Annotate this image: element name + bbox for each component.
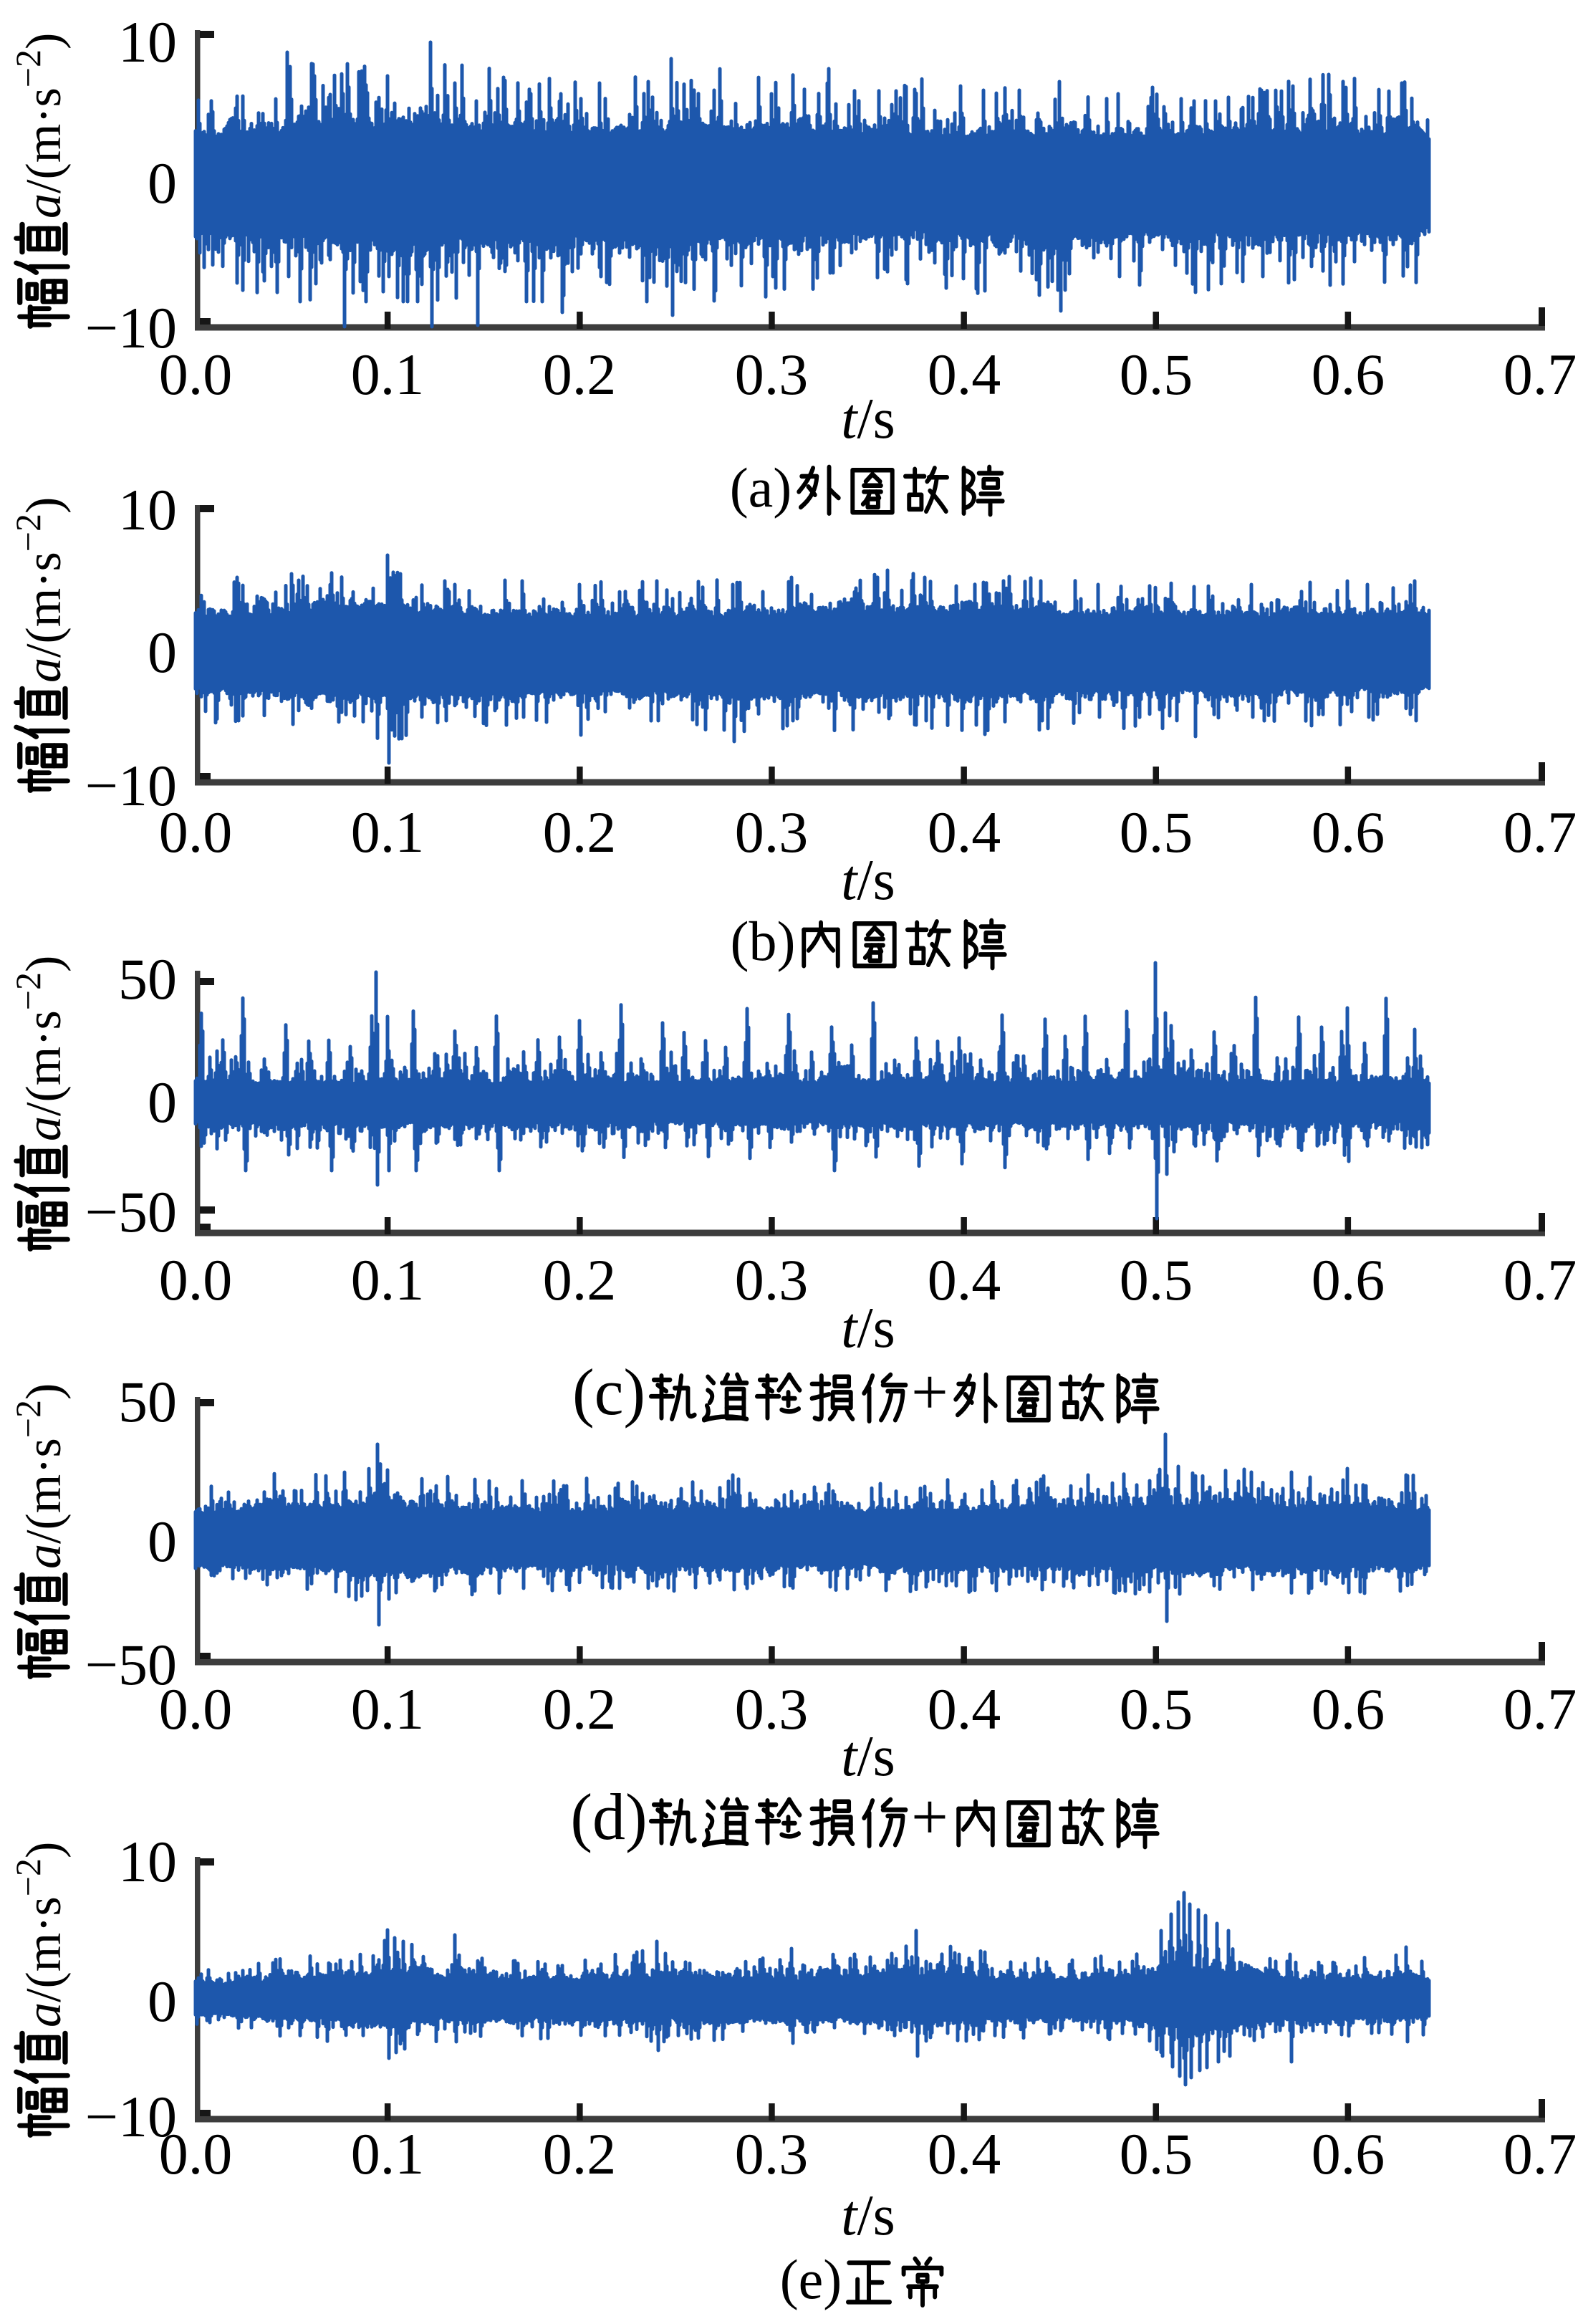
svg-text:0.3: 0.3 xyxy=(735,342,809,407)
svg-text:0.2: 0.2 xyxy=(543,800,617,865)
svg-text:0.5: 0.5 xyxy=(1120,342,1193,407)
svg-text:50: 50 xyxy=(118,1369,177,1434)
svg-text:0: 0 xyxy=(148,150,177,216)
svg-text:0.4: 0.4 xyxy=(928,800,1001,865)
svg-text:0.5: 0.5 xyxy=(1120,1676,1193,1742)
svg-text:0.2: 0.2 xyxy=(543,1247,617,1312)
svg-text:10: 10 xyxy=(118,477,177,542)
svg-text:0.3: 0.3 xyxy=(735,2121,809,2186)
svg-text:10: 10 xyxy=(118,1829,177,1894)
svg-text:(d): (d) xyxy=(570,1780,647,1853)
svg-text:0.2: 0.2 xyxy=(543,1676,617,1742)
svg-text:0.4: 0.4 xyxy=(928,2121,1001,2186)
svg-text:0.7: 0.7 xyxy=(1504,1247,1577,1312)
svg-text:0.5: 0.5 xyxy=(1120,800,1193,865)
svg-text:0.0: 0.0 xyxy=(159,1676,233,1742)
svg-text:0.1: 0.1 xyxy=(351,342,425,407)
svg-text:0.0: 0.0 xyxy=(159,342,233,407)
svg-text:t/s: t/s xyxy=(841,1725,895,1788)
svg-text:0.2: 0.2 xyxy=(543,2121,617,2186)
svg-text:−10: −10 xyxy=(85,295,177,360)
svg-text:0.1: 0.1 xyxy=(351,1676,425,1742)
svg-text:0.6: 0.6 xyxy=(1312,1247,1385,1312)
svg-text:(a): (a) xyxy=(730,456,792,519)
svg-text:0.6: 0.6 xyxy=(1312,2121,1385,2186)
svg-text:0.2: 0.2 xyxy=(543,342,617,407)
svg-text:t/s: t/s xyxy=(841,2184,895,2247)
svg-text:0.1: 0.1 xyxy=(351,2121,425,2186)
svg-text:+: + xyxy=(911,1780,948,1853)
svg-text:−50: −50 xyxy=(85,1632,177,1697)
svg-text:0.3: 0.3 xyxy=(735,1676,809,1742)
svg-text:0: 0 xyxy=(148,620,177,685)
svg-text:a/(m·s−2): a/(m·s−2) xyxy=(8,497,72,683)
svg-text:0.1: 0.1 xyxy=(351,1247,425,1312)
svg-text:10: 10 xyxy=(118,9,177,75)
svg-text:0.7: 0.7 xyxy=(1504,342,1577,407)
svg-text:0.6: 0.6 xyxy=(1312,342,1385,407)
svg-text:0.0: 0.0 xyxy=(159,1247,233,1312)
svg-text:−10: −10 xyxy=(85,753,177,818)
svg-text:50: 50 xyxy=(118,946,177,1012)
svg-text:−50: −50 xyxy=(85,1179,177,1244)
svg-text:t/s: t/s xyxy=(841,849,895,912)
svg-text:0.6: 0.6 xyxy=(1312,1676,1385,1742)
svg-text:t/s: t/s xyxy=(841,388,895,451)
svg-text:0.0: 0.0 xyxy=(159,2121,233,2186)
svg-text:+: + xyxy=(911,1355,948,1429)
svg-text:0.4: 0.4 xyxy=(928,1676,1001,1742)
svg-text:0: 0 xyxy=(148,1070,177,1135)
svg-text:0.3: 0.3 xyxy=(735,1247,809,1312)
svg-text:0.4: 0.4 xyxy=(928,342,1001,407)
svg-text:a/(m·s−2): a/(m·s−2) xyxy=(8,956,72,1141)
svg-text:0.7: 0.7 xyxy=(1504,1676,1577,1742)
svg-text:t/s: t/s xyxy=(841,1297,895,1360)
svg-text:0.5: 0.5 xyxy=(1120,2121,1193,2186)
svg-text:0.7: 0.7 xyxy=(1504,2121,1577,2186)
svg-text:0.1: 0.1 xyxy=(351,800,425,865)
svg-text:(e): (e) xyxy=(780,2248,842,2310)
svg-text:0: 0 xyxy=(148,1509,177,1574)
svg-text:0.6: 0.6 xyxy=(1312,800,1385,865)
svg-text:0: 0 xyxy=(148,1969,177,2034)
svg-text:0.3: 0.3 xyxy=(735,800,809,865)
svg-text:0.0: 0.0 xyxy=(159,800,233,865)
svg-text:(c): (c) xyxy=(572,1355,645,1429)
svg-text:a/(m·s−2): a/(m·s−2) xyxy=(8,1842,72,2027)
svg-text:−10: −10 xyxy=(85,2084,177,2149)
svg-text:(b): (b) xyxy=(731,910,796,972)
svg-text:0.5: 0.5 xyxy=(1120,1247,1193,1312)
svg-text:0.4: 0.4 xyxy=(928,1247,1001,1312)
svg-text:0.7: 0.7 xyxy=(1504,800,1577,865)
